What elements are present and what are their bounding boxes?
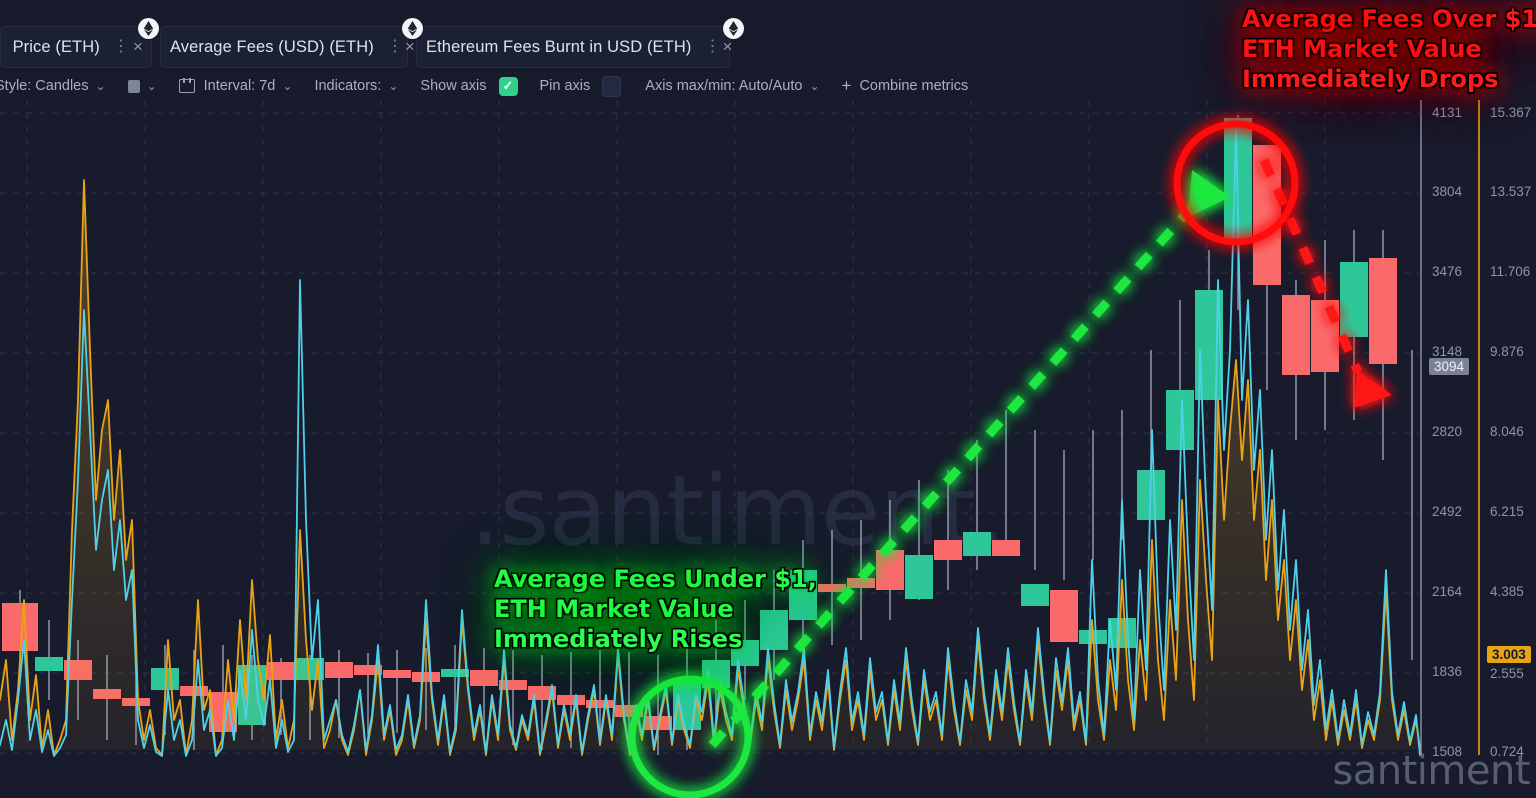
price-tick: 3804	[1432, 184, 1463, 199]
pin-axis-checkbox[interactable]	[602, 75, 622, 97]
indicators-label: Indicators:	[314, 78, 382, 94]
annotation-green-line-1: Average Fees Under $1,	[494, 565, 817, 593]
fees-tick: 6.215	[1490, 504, 1524, 519]
chevron-down-icon: ⌄	[95, 79, 106, 93]
annotation-red-line-3: Immediately Drops	[1242, 65, 1499, 93]
annotation-red-line-2: ETH Market Value	[1242, 35, 1482, 63]
fees-tick: 2.555	[1490, 666, 1524, 681]
plus-icon: +	[841, 76, 852, 95]
chart-canvas	[0, 100, 1480, 798]
price-tick: 2164	[1432, 584, 1463, 599]
santiment-watermark-bottom: santiment	[1332, 748, 1530, 794]
color-swatch-icon	[127, 79, 140, 93]
show-axis-toggle[interactable]: Show axis ✓	[420, 76, 518, 96]
candles-icon	[178, 77, 195, 93]
price-tick: 3148	[1432, 344, 1463, 359]
style-dropdown[interactable]: Style: Candles ⌄	[0, 78, 106, 94]
chevron-down-icon: ⌄	[388, 79, 399, 93]
tab-menu-icon-average-fees[interactable]: ⋮	[386, 38, 403, 55]
average-fees-area	[0, 180, 1420, 755]
metric-tab-bar: Price (ETH) ⋮ × Average Fees (USD) (ETH)…	[0, 0, 1536, 70]
chevron-down-icon: ⌄	[282, 79, 293, 93]
price-tick: 3476	[1432, 264, 1463, 279]
tab-average-fees[interactable]: Average Fees (USD) (ETH) ⋮ ×	[160, 26, 415, 68]
show-axis-label: Show axis	[420, 78, 487, 94]
fees-current-value-badge: 3.003	[1487, 646, 1531, 663]
tab-accent-price	[1, 27, 4, 67]
red-trend-arrow	[1259, 158, 1392, 408]
fees-tick: 0.724	[1490, 744, 1524, 759]
fees-tick: 8.046	[1490, 424, 1524, 439]
show-axis-checkbox[interactable]: ✓	[498, 76, 518, 96]
tab-close-icon-price[interactable]: ×	[132, 37, 143, 56]
annotation-green-line-2: ETH Market Value	[494, 595, 734, 623]
price-tick: 1508	[1432, 744, 1463, 759]
annotation-red-line-1: Average Fees Over $15,	[1242, 5, 1536, 33]
ethereum-icon	[723, 18, 744, 39]
pin-axis-toggle[interactable]: Pin axis	[539, 75, 622, 97]
ethereum-icon	[138, 18, 159, 39]
tab-price-eth[interactable]: Price (ETH) ⋮ ×	[0, 26, 152, 68]
fees-tick: 13.537	[1490, 184, 1532, 199]
tab-close-icon-average-fees[interactable]: ×	[404, 37, 415, 56]
santiment-watermark: .santiment.	[470, 455, 1006, 567]
combine-metrics-label: Combine metrics	[859, 78, 969, 94]
tab-label-fees-burnt: Ethereum Fees Burnt in USD (ETH)	[426, 37, 692, 56]
annotation-red-text: Average Fees Over $15, ETH Market Value …	[1242, 4, 1536, 94]
interval-label: Interval: 7d	[203, 78, 276, 94]
fees-tick: 15.367	[1490, 105, 1532, 120]
style-dropdown-label: Style: Candles	[0, 78, 89, 94]
price-tick: 2492	[1432, 504, 1463, 519]
fees-burnt-line	[0, 129, 1421, 757]
color-swatch-dropdown[interactable]: ⌄	[127, 79, 157, 93]
pin-axis-label: Pin axis	[539, 78, 591, 94]
fees-tick: 4.385	[1490, 584, 1524, 599]
tab-fees-burnt[interactable]: Ethereum Fees Burnt in USD (ETH) ⋮ ×	[416, 26, 733, 68]
fees-tick: 11.706	[1490, 264, 1531, 279]
axis-minmax-label: Axis max/min: Auto/Auto	[645, 78, 803, 94]
green-highlight-circle	[628, 675, 752, 798]
combine-metrics-button[interactable]: + Combine metrics	[842, 76, 969, 96]
ethereum-icon	[402, 18, 423, 39]
chevron-down-icon: ⌄	[146, 79, 157, 93]
tab-menu-icon-price[interactable]: ⋮	[112, 38, 129, 55]
chevron-down-icon: ⌄	[809, 79, 820, 93]
tab-close-icon-fees-burnt[interactable]: ×	[722, 37, 733, 56]
price-current-value-badge: 3094	[1429, 358, 1470, 375]
annotation-green-text: Average Fees Under $1, ETH Market Value …	[494, 564, 817, 654]
indicators-dropdown[interactable]: Indicators: ⌄	[314, 78, 398, 94]
price-tick: 4131	[1432, 105, 1463, 120]
green-trend-arrow	[708, 170, 1230, 748]
tab-label-price: Price (ETH)	[12, 37, 100, 56]
fees-tick: 9.876	[1490, 344, 1524, 359]
axis-minmax-dropdown[interactable]: Axis max/min: Auto/Auto ⌄	[645, 78, 819, 94]
annotation-green-line-3: Immediately Rises	[494, 625, 743, 653]
chart-toolbar: Style: Candles ⌄ ⌄ Interval: 7d ⌄ Indica…	[0, 72, 1536, 100]
red-highlight-circle	[1173, 120, 1299, 246]
price-tick: 1836	[1432, 664, 1463, 679]
tab-menu-icon-fees-burnt[interactable]: ⋮	[704, 38, 721, 55]
price-tick: 2820	[1432, 424, 1463, 439]
interval-dropdown[interactable]: Interval: 7d ⌄	[178, 77, 293, 94]
tab-label-average-fees: Average Fees (USD) (ETH)	[170, 37, 374, 56]
chart-plot-area[interactable]: .santiment.	[0, 100, 1536, 798]
